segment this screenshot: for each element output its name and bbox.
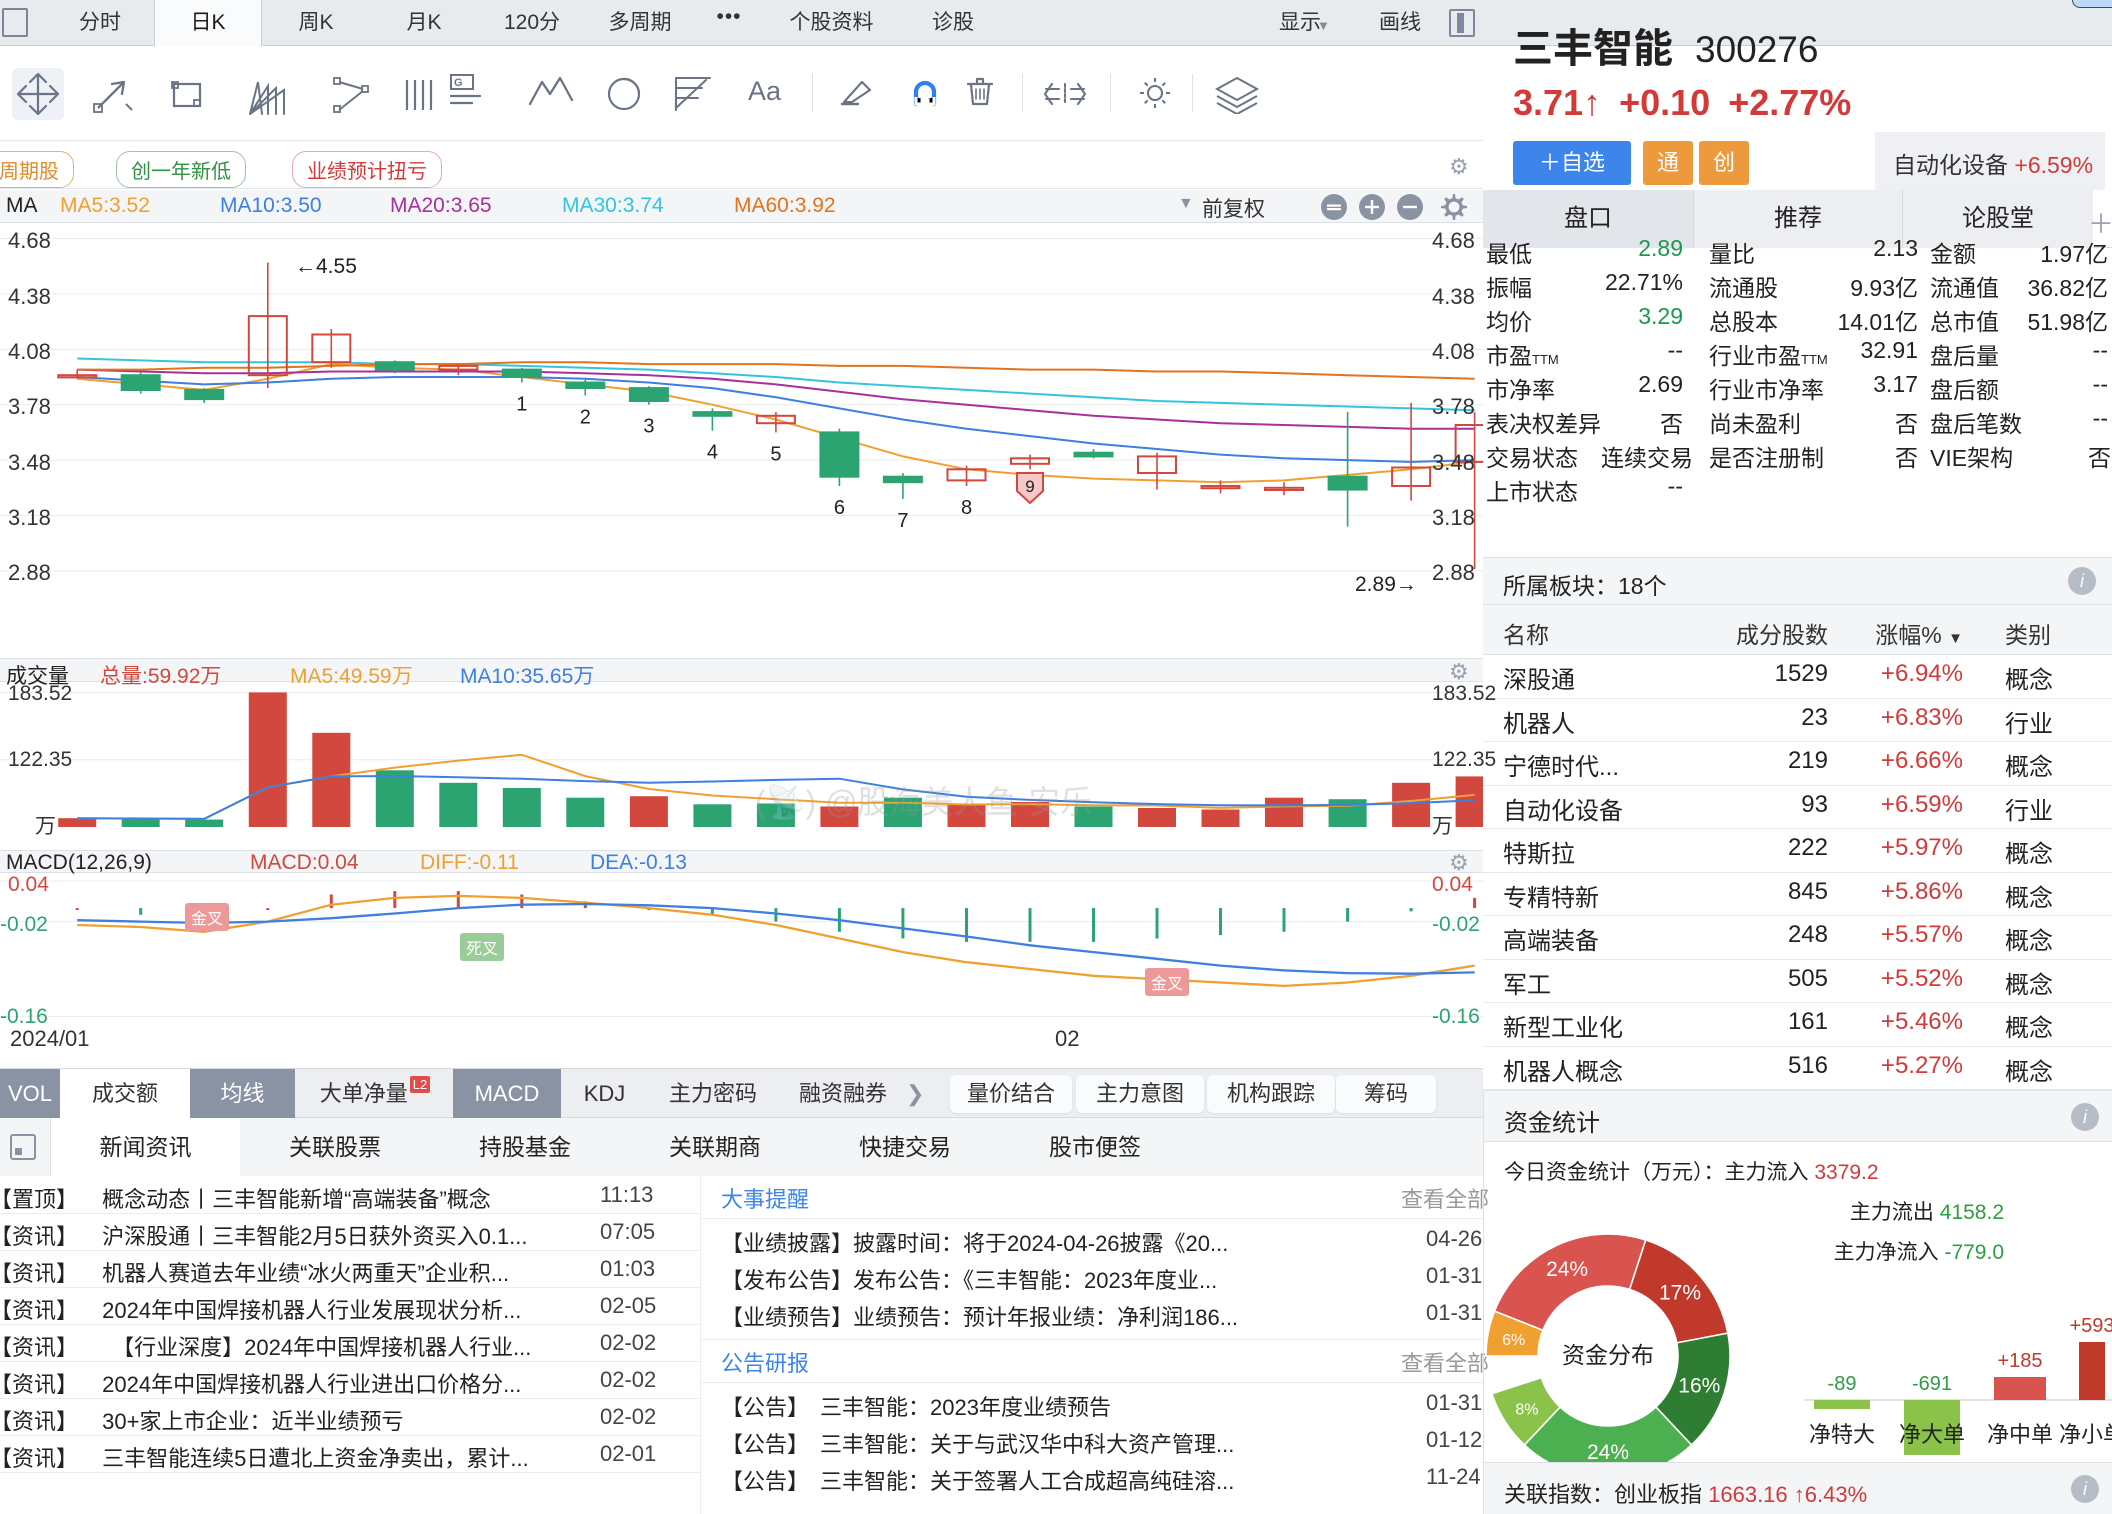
svg-text:2: 2 [580, 407, 591, 429]
svg-text:17%: 17% [1659, 1282, 1701, 1305]
svg-text:净大单: 净大单 [1899, 1417, 1965, 1449]
svg-text:资金分布: 资金分布 [1562, 1336, 1654, 1370]
svg-text:净中单: 净中单 [1987, 1417, 2053, 1449]
svg-text:Aa: Aa [748, 76, 782, 106]
svg-text:+593: +593 [2069, 1315, 2112, 1337]
svg-text:9: 9 [1025, 477, 1034, 496]
svg-text:-89: -89 [1828, 1373, 1857, 1395]
svg-text:24%: 24% [1587, 1441, 1629, 1462]
svg-text:6: 6 [834, 497, 845, 519]
svg-text:24%: 24% [1546, 1258, 1588, 1281]
svg-text:G: G [454, 77, 463, 89]
svg-text:-691: -691 [1912, 1373, 1952, 1395]
svg-text:1: 1 [516, 394, 527, 416]
svg-text:3: 3 [643, 416, 654, 438]
svg-text:7: 7 [897, 510, 908, 532]
svg-text:8: 8 [961, 497, 972, 519]
svg-text:4: 4 [707, 442, 718, 464]
svg-text:6%: 6% [1502, 1332, 1525, 1349]
svg-text:净特大: 净特大 [1809, 1417, 1875, 1449]
svg-text:净小单: 净小单 [2059, 1417, 2112, 1449]
svg-text:8%: 8% [1515, 1401, 1538, 1418]
svg-text:+185: +185 [1997, 1350, 2042, 1372]
svg-text:5: 5 [770, 443, 781, 465]
svg-text:16%: 16% [1678, 1375, 1720, 1398]
